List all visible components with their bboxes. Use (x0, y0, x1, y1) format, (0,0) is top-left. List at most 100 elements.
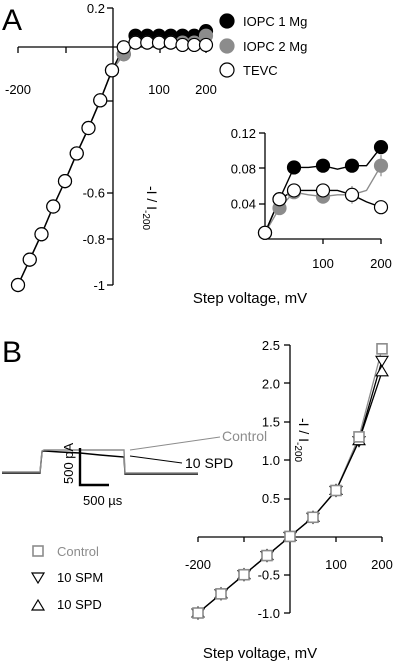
scale-label-time: 500 µs (83, 493, 123, 508)
point-tevc (93, 93, 108, 108)
point-tevc (46, 199, 61, 214)
panel-b-current-traces (2, 436, 221, 475)
trace-spd-pointer (129, 455, 183, 464)
inset-x-tick-label: 100 (312, 256, 334, 271)
scale-label-current: 500 pA (61, 442, 76, 484)
inset-point-tevc (315, 183, 331, 198)
panel-b-ylabel: -I / I-200 (292, 418, 312, 463)
panel-a-legend: IOPC 1 Mg IOPC 2 Mg TEVC (219, 13, 307, 78)
trace-label-spd: 10 SPD (185, 455, 233, 471)
point-tevc (22, 252, 37, 267)
point-tevc (175, 37, 190, 53)
panel-b-tick-labels: -200 100 200 2.5 2.0 1.5 1.0 0.5 -0.5 -1.0 (185, 338, 393, 621)
point-tevc (198, 37, 214, 53)
inset-y-tick-label: 0.04 (231, 197, 256, 212)
legend-marker-iopc1 (219, 13, 235, 29)
point-tevc (116, 40, 131, 55)
point-control (330, 484, 342, 497)
trace-label-control: Control (222, 428, 267, 444)
legend-marker-spd (30, 598, 46, 611)
legend-marker-tevc (219, 62, 235, 78)
legend-label-spm: 10 SPM (57, 570, 103, 585)
inset-point-tevc (272, 192, 287, 207)
point-tevc (81, 120, 96, 136)
point-control (284, 530, 296, 543)
inset-y-tick-label: 0.08 (231, 161, 256, 176)
b-x-tick-label: 100 (325, 557, 347, 572)
point-tevc (187, 37, 202, 53)
legend-marker-control (32, 545, 44, 557)
point-control (238, 568, 250, 581)
point-tevc (128, 35, 143, 50)
panel-b-legend: Control 10 SPM 10 SPD (30, 544, 103, 612)
inset-point-tevc (373, 200, 389, 215)
inset-point-tevc (257, 225, 273, 240)
b-y-tick-label: 0.5 (262, 491, 280, 506)
point-control (261, 549, 273, 562)
legend-marker-iopc2 (219, 38, 235, 54)
scale-bar (78, 448, 109, 487)
panel-b-xlabel: Step voltage, mV (203, 645, 317, 662)
b-y-tick-label: 2.5 (262, 338, 280, 353)
legend-label-tevc: TEVC (243, 63, 278, 78)
x-tick-label: 200 (195, 82, 217, 97)
point-10-spm (375, 355, 389, 368)
b-y-tick-label: 1.0 (262, 453, 280, 468)
point-control (353, 431, 365, 443)
inset-x-tick-label: 200 (370, 256, 392, 271)
legend-marker-spm (30, 572, 46, 585)
series-line-tevc (17, 41, 206, 286)
inset-point-iopc-1-mg (315, 158, 331, 173)
point-tevc (57, 174, 73, 189)
point-10-spd (375, 364, 389, 377)
panel-a-ylabel: -I / I-200 (140, 186, 160, 231)
x-tick-label: -200 (5, 82, 31, 97)
b-y-tick-label: 1.5 (262, 415, 280, 430)
point-control (192, 607, 204, 619)
y-tick-label: -0.8 (83, 232, 105, 247)
point-tevc (151, 35, 167, 50)
legend-label-spd: 10 SPD (57, 597, 102, 612)
b-x-tick-label: -200 (185, 557, 211, 572)
inset-y-tick-label: 0.12 (231, 126, 256, 141)
panel-a-inset-tick-labels: 100 200 0.12 0.08 0.04 (231, 126, 392, 271)
legend-label-control: Control (57, 544, 99, 559)
point-tevc (140, 35, 155, 50)
trace-spd (2, 450, 198, 475)
legend-label-iopc1: IOPC 1 Mg (243, 14, 307, 29)
inset-point-tevc (344, 187, 360, 202)
inset-point-tevc (286, 183, 302, 198)
inset-point-iopc-1-mg (344, 158, 360, 173)
panel-a-xlabel: Step voltage, mV (193, 290, 307, 307)
inset-point-iopc-2-mg (373, 158, 389, 173)
point-tevc (163, 35, 178, 50)
point-control (215, 588, 227, 600)
inset-point-iopc-1-mg (373, 140, 389, 155)
panel-b-axes (197, 344, 383, 614)
panel-a-inset-axes (259, 132, 382, 244)
point-tevc (104, 63, 120, 78)
point-control (307, 511, 319, 524)
trace-control (2, 449, 198, 474)
point-tevc (69, 146, 84, 161)
panel-b-letter: B (2, 336, 22, 369)
trace-control-pointer (129, 436, 221, 451)
b-y-tick-label: -0.5 (258, 568, 280, 583)
b-y-tick-label: 2.0 (262, 376, 280, 391)
point-control (376, 343, 388, 355)
y-tick-label: 0.2 (87, 1, 105, 16)
x-tick-label: 100 (148, 82, 170, 97)
panel-a-tick-labels: -200 100 200 0.2 -0.6 -0.8 -1 (5, 1, 217, 293)
b-x-tick-label: 200 (371, 557, 393, 572)
legend-label-iopc2: IOPC 2 Mg (243, 39, 307, 54)
y-tick-label: -0.6 (83, 186, 105, 201)
panel-a-inset-plot (257, 140, 389, 240)
b-y-tick-label: -1.0 (258, 606, 280, 621)
panel-a-main-plot (10, 23, 214, 293)
panel-b-plot (191, 343, 389, 621)
point-tevc (34, 227, 49, 242)
panel-a-letter: A (2, 4, 22, 37)
point-tevc (10, 277, 26, 293)
inset-point-iopc-1-mg (286, 160, 302, 175)
